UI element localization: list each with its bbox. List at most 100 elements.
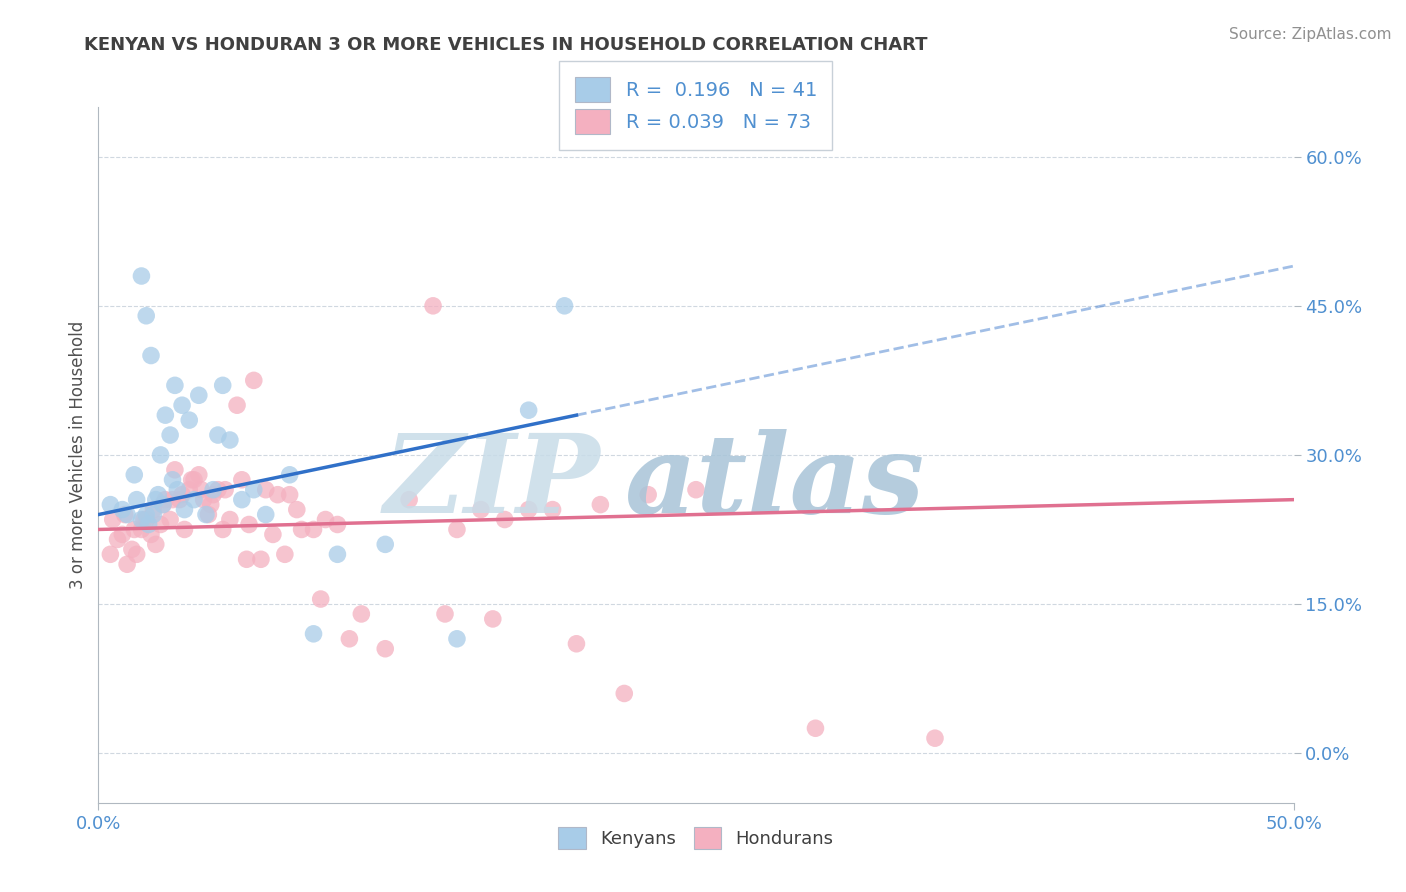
Point bbox=[541, 502, 564, 516]
Point bbox=[804, 721, 827, 735]
Point bbox=[98, 498, 122, 512]
Point bbox=[111, 527, 134, 541]
Point bbox=[374, 537, 396, 551]
Point bbox=[235, 552, 257, 566]
Point bbox=[446, 632, 468, 646]
Point bbox=[149, 448, 172, 462]
Point bbox=[111, 502, 134, 516]
Point bbox=[139, 349, 162, 363]
Point bbox=[162, 492, 184, 507]
Point bbox=[589, 498, 612, 512]
Point bbox=[115, 508, 138, 522]
Point bbox=[179, 413, 201, 427]
Point bbox=[243, 483, 266, 497]
Text: atlas: atlas bbox=[624, 429, 925, 536]
Point bbox=[124, 523, 146, 537]
Point bbox=[214, 483, 236, 497]
Point bbox=[179, 483, 201, 497]
Point bbox=[446, 523, 468, 537]
Point bbox=[211, 523, 233, 537]
Point bbox=[267, 488, 290, 502]
Point bbox=[142, 502, 165, 516]
Point bbox=[434, 607, 457, 621]
Point bbox=[197, 508, 219, 522]
Point bbox=[152, 498, 174, 512]
Point bbox=[565, 637, 588, 651]
Text: ZIP: ZIP bbox=[384, 429, 600, 536]
Point bbox=[98, 547, 122, 561]
Point bbox=[107, 533, 129, 547]
Point bbox=[173, 523, 195, 537]
Point bbox=[195, 508, 218, 522]
Point bbox=[125, 492, 148, 507]
Point bbox=[180, 473, 202, 487]
Text: Source: ZipAtlas.com: Source: ZipAtlas.com bbox=[1229, 27, 1392, 42]
Point bbox=[262, 527, 284, 541]
Point bbox=[149, 517, 172, 532]
Point bbox=[374, 641, 396, 656]
Point bbox=[254, 508, 277, 522]
Point bbox=[250, 552, 273, 566]
Point bbox=[173, 502, 195, 516]
Point bbox=[202, 488, 225, 502]
Point bbox=[183, 473, 205, 487]
Point bbox=[339, 632, 361, 646]
Legend: Kenyans, Hondurans: Kenyans, Hondurans bbox=[544, 813, 848, 863]
Point bbox=[145, 492, 167, 507]
Point bbox=[172, 398, 194, 412]
Point bbox=[398, 492, 420, 507]
Point bbox=[169, 492, 191, 507]
Point bbox=[138, 517, 160, 532]
Point bbox=[101, 512, 124, 526]
Point bbox=[135, 508, 157, 522]
Point bbox=[613, 686, 636, 700]
Point bbox=[422, 299, 444, 313]
Point bbox=[231, 492, 253, 507]
Point bbox=[494, 512, 516, 526]
Point bbox=[187, 467, 209, 482]
Point bbox=[309, 592, 332, 607]
Point bbox=[131, 512, 153, 526]
Point bbox=[315, 512, 337, 526]
Point bbox=[285, 502, 308, 516]
Point bbox=[291, 523, 314, 537]
Point bbox=[211, 378, 233, 392]
Point bbox=[326, 517, 349, 532]
Point bbox=[159, 428, 181, 442]
Point bbox=[470, 502, 492, 516]
Point bbox=[183, 492, 205, 507]
Point bbox=[482, 612, 505, 626]
Point bbox=[517, 403, 540, 417]
Point bbox=[135, 512, 157, 526]
Point bbox=[207, 428, 229, 442]
Point bbox=[202, 483, 225, 497]
Point bbox=[226, 398, 249, 412]
Point bbox=[326, 547, 349, 561]
Point bbox=[254, 483, 277, 497]
Y-axis label: 3 or more Vehicles in Household: 3 or more Vehicles in Household bbox=[69, 321, 87, 589]
Point bbox=[132, 512, 155, 526]
Point bbox=[135, 309, 157, 323]
Point bbox=[350, 607, 373, 621]
Point bbox=[190, 483, 212, 497]
Point bbox=[274, 547, 297, 561]
Point bbox=[131, 523, 153, 537]
Point bbox=[554, 299, 576, 313]
Point bbox=[219, 512, 242, 526]
Point bbox=[139, 527, 162, 541]
Point bbox=[517, 502, 540, 516]
Point bbox=[243, 373, 266, 387]
Point bbox=[114, 508, 136, 522]
Point bbox=[238, 517, 260, 532]
Text: KENYAN VS HONDURAN 3 OR MORE VEHICLES IN HOUSEHOLD CORRELATION CHART: KENYAN VS HONDURAN 3 OR MORE VEHICLES IN… bbox=[84, 36, 928, 54]
Point bbox=[278, 467, 301, 482]
Point bbox=[278, 488, 301, 502]
Point bbox=[685, 483, 707, 497]
Point bbox=[163, 378, 186, 392]
Point bbox=[200, 498, 222, 512]
Point bbox=[152, 498, 174, 512]
Point bbox=[145, 537, 167, 551]
Point bbox=[193, 492, 215, 507]
Point bbox=[115, 558, 138, 572]
Point bbox=[124, 467, 146, 482]
